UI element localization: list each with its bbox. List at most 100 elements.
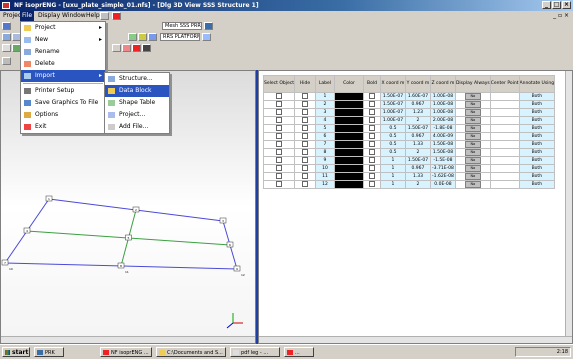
display-always-dropdown[interactable]: No bbox=[464, 149, 481, 156]
column-header[interactable]: Z coord m bbox=[429, 75, 456, 93]
app-menu-icon[interactable] bbox=[112, 12, 121, 20]
annotate-cell[interactable]: Both bbox=[518, 164, 556, 173]
z-coord-cell[interactable]: 4.00E-09 bbox=[429, 132, 456, 141]
y-coord-cell[interactable]: 0.967 bbox=[404, 100, 431, 109]
task-documents[interactable]: C:\Documents and S... bbox=[156, 347, 226, 357]
select-cell[interactable] bbox=[263, 116, 295, 125]
z-coord-cell[interactable]: 1.00E-08 bbox=[429, 92, 456, 101]
menu-window[interactable]: Window bbox=[62, 12, 86, 19]
display-always-cell[interactable]: No bbox=[454, 92, 491, 101]
import-item-data-block[interactable]: Data Block bbox=[105, 85, 169, 97]
label-cell[interactable]: 6 bbox=[314, 132, 335, 141]
open-icon[interactable] bbox=[2, 33, 11, 41]
y-coord-cell[interactable]: 2 bbox=[404, 180, 431, 189]
file-menu-item-project[interactable]: Project ▸ bbox=[21, 22, 105, 34]
display-always-dropdown[interactable]: No bbox=[464, 93, 481, 100]
node-marker[interactable] bbox=[117, 262, 125, 269]
bold-checkbox[interactable] bbox=[368, 157, 375, 164]
color-cell[interactable] bbox=[333, 172, 364, 181]
table-row[interactable]: 4 1.00E-07 2 2.00E-08 No Both bbox=[263, 116, 556, 125]
label-cell[interactable]: 8 bbox=[314, 148, 335, 157]
hide-cell[interactable] bbox=[293, 148, 316, 157]
hide-checkbox[interactable] bbox=[301, 181, 308, 188]
display-always-cell[interactable]: No bbox=[454, 164, 491, 173]
display-always-cell[interactable]: No bbox=[454, 116, 491, 125]
y-coord-cell[interactable]: 1.33 bbox=[404, 140, 431, 149]
hide-cell[interactable] bbox=[293, 156, 316, 165]
hide-checkbox[interactable] bbox=[301, 93, 308, 100]
menu-file[interactable]: File bbox=[20, 11, 35, 21]
center-point-cell[interactable] bbox=[489, 140, 520, 149]
color-cell[interactable] bbox=[333, 116, 364, 125]
hide-cell[interactable] bbox=[293, 132, 316, 141]
x-coord-cell[interactable]: 0.5 bbox=[379, 132, 406, 141]
hide-checkbox[interactable] bbox=[301, 109, 308, 116]
select-cell[interactable] bbox=[263, 132, 295, 141]
label-cell[interactable]: 5 bbox=[314, 124, 335, 133]
hide-cell[interactable] bbox=[293, 164, 316, 173]
hide-cell[interactable] bbox=[293, 124, 316, 133]
center-point-cell[interactable] bbox=[489, 148, 520, 157]
stop-icon[interactable] bbox=[132, 44, 141, 52]
file-menu-item-options[interactable]: Options bbox=[21, 109, 105, 121]
z-coord-cell[interactable]: 2.00E-08 bbox=[429, 116, 456, 125]
y-coord-cell[interactable]: 0.967 bbox=[404, 164, 431, 173]
hide-cell[interactable] bbox=[293, 108, 316, 117]
import-item-structure[interactable]: Structure... bbox=[105, 73, 169, 85]
bold-checkbox[interactable] bbox=[368, 125, 375, 132]
file-menu-item-import[interactable]: Import ▸ bbox=[21, 70, 105, 82]
select-cell[interactable] bbox=[263, 92, 295, 101]
x-coord-cell[interactable]: 1 bbox=[379, 164, 406, 173]
select-cell[interactable] bbox=[263, 108, 295, 117]
bold-checkbox[interactable] bbox=[368, 117, 375, 124]
display-always-dropdown[interactable]: No bbox=[464, 181, 481, 188]
screen-icon[interactable] bbox=[204, 22, 213, 30]
label-cell[interactable]: 2 bbox=[314, 100, 335, 109]
display-always-dropdown[interactable]: No bbox=[464, 117, 481, 124]
select-icon[interactable] bbox=[112, 44, 121, 52]
menu-display[interactable]: Display bbox=[38, 12, 61, 19]
tree-icon[interactable] bbox=[2, 57, 11, 65]
bold-checkbox[interactable] bbox=[368, 93, 375, 100]
display-always-cell[interactable]: No bbox=[454, 148, 491, 157]
close-button[interactable]: × bbox=[562, 1, 571, 9]
label-cell[interactable]: 4 bbox=[314, 116, 335, 125]
z-coord-cell[interactable]: -1.5E-08 bbox=[429, 156, 456, 165]
center-point-cell[interactable] bbox=[489, 164, 520, 173]
menu-project[interactable]: Projec bbox=[3, 12, 22, 19]
node-marker[interactable] bbox=[23, 227, 31, 234]
select-cell[interactable] bbox=[263, 140, 295, 149]
column-header[interactable]: Display Always bbox=[454, 75, 491, 93]
import-item-shape-table[interactable]: Shape Table bbox=[105, 97, 169, 109]
display-always-cell[interactable]: No bbox=[454, 172, 491, 181]
table-row[interactable]: 12 1 2 0.0E-08 No Both bbox=[263, 180, 556, 189]
select-cell[interactable] bbox=[263, 180, 295, 189]
table-row[interactable]: 3 1.00E-07 1.23 1.00E-08 No Both bbox=[263, 108, 556, 117]
y-coord-cell[interactable]: 1.50E-07 bbox=[404, 156, 431, 165]
node-marker[interactable] bbox=[132, 206, 140, 213]
display-always-dropdown[interactable]: No bbox=[464, 157, 481, 164]
center-point-cell[interactable] bbox=[489, 132, 520, 141]
y-coord-cell[interactable]: 1.50E-07 bbox=[404, 124, 431, 133]
file-menu-item-delete[interactable]: Delete bbox=[21, 58, 105, 70]
table-row[interactable]: 7 0.5 1.33 1.50E-08 No Both bbox=[263, 140, 556, 149]
display-always-dropdown[interactable]: No bbox=[464, 109, 481, 116]
select-checkbox[interactable] bbox=[275, 125, 282, 132]
center-point-cell[interactable] bbox=[489, 100, 520, 109]
hide-checkbox[interactable] bbox=[301, 117, 308, 124]
y-coord-cell[interactable]: 1.23 bbox=[404, 108, 431, 117]
center-point-cell[interactable] bbox=[489, 180, 520, 189]
annotate-cell[interactable]: Both bbox=[518, 148, 556, 157]
bold-checkbox[interactable] bbox=[368, 173, 375, 180]
select-checkbox[interactable] bbox=[275, 117, 282, 124]
annotate-cell[interactable]: Both bbox=[518, 172, 556, 181]
x-coord-cell[interactable]: 0.5 bbox=[379, 148, 406, 157]
z-coord-cell[interactable]: -1.62E-08 bbox=[429, 172, 456, 181]
color-icon[interactable] bbox=[122, 44, 131, 52]
x-coord-cell[interactable]: 0.5 bbox=[379, 124, 406, 133]
annotate-cell[interactable]: Both bbox=[518, 100, 556, 109]
horizontal-scrollbar[interactable] bbox=[1, 336, 255, 343]
y-coord-cell[interactable]: 1.60E-07 bbox=[404, 92, 431, 101]
select-cell[interactable] bbox=[263, 124, 295, 133]
display-always-dropdown[interactable]: No bbox=[464, 101, 481, 108]
